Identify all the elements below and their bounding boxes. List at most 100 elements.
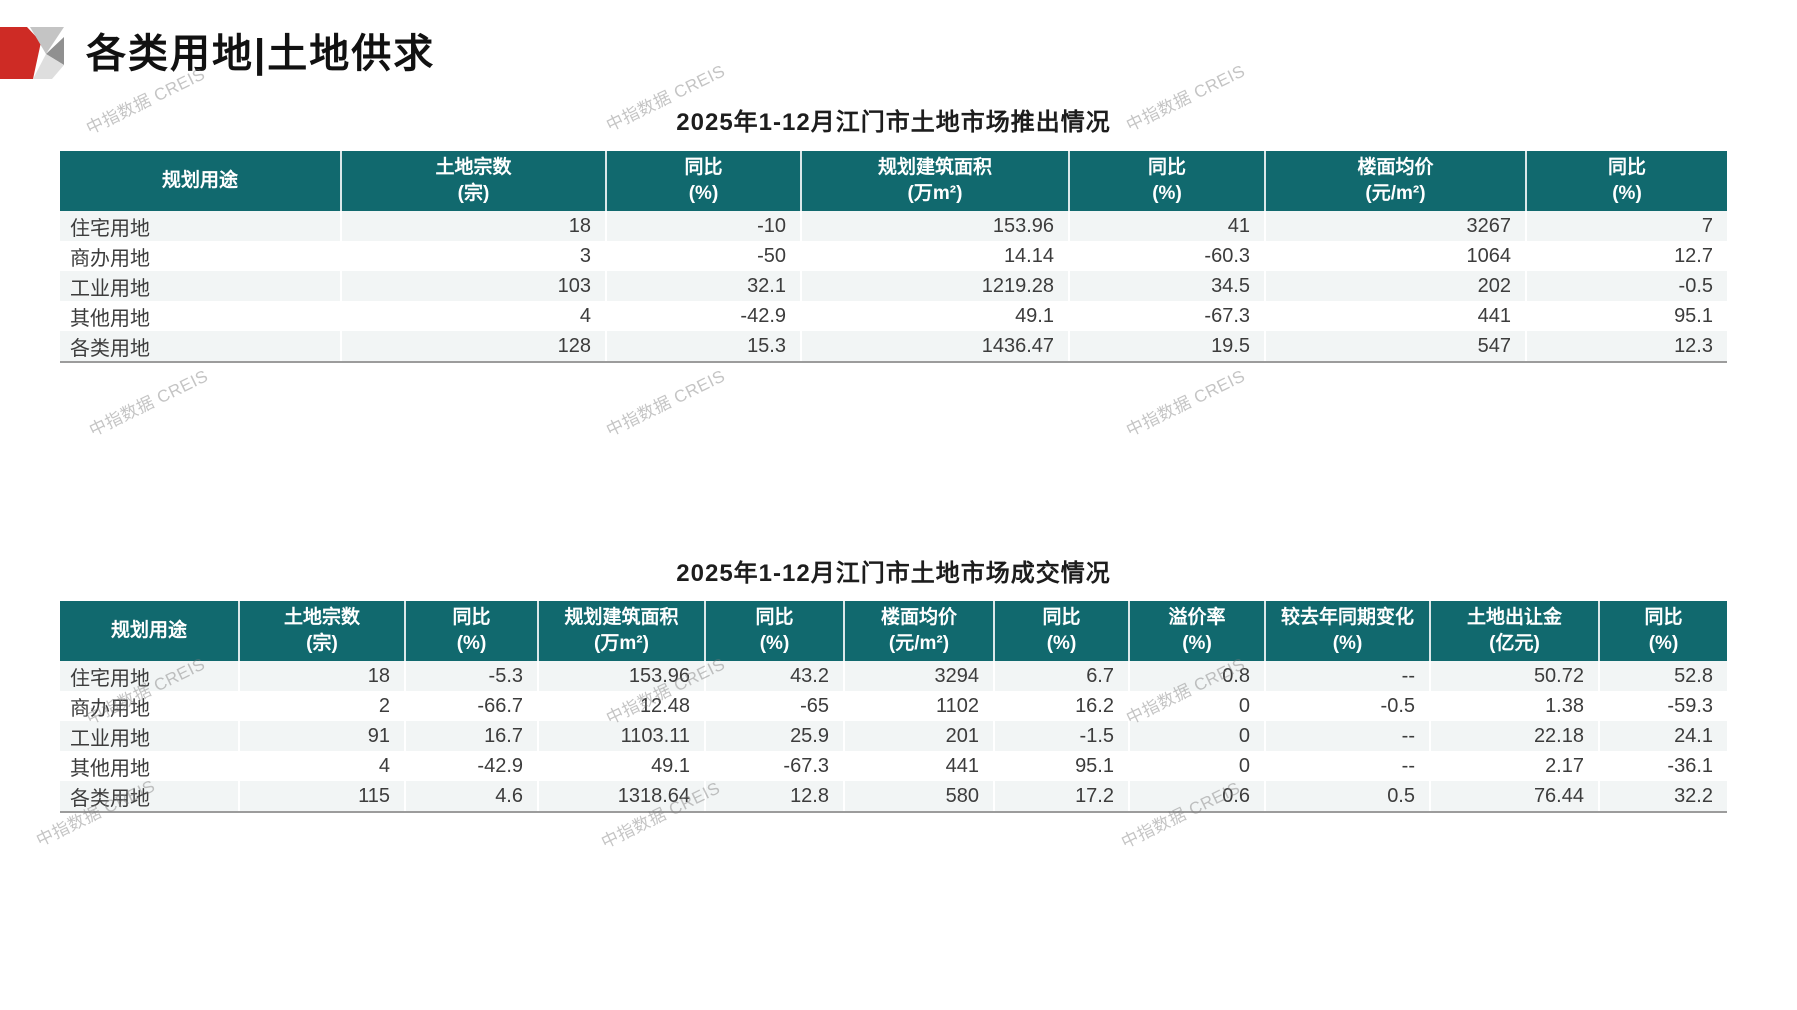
value-cell: 25.9 [706, 721, 845, 751]
header-cell: 同比 (%) [706, 601, 845, 661]
value-cell: 202 [1266, 271, 1527, 301]
value-cell: 43.2 [706, 661, 845, 691]
value-cell: -65 [706, 691, 845, 721]
value-cell: 12.3 [1674, 334, 1713, 357]
value-cell: 18 [342, 211, 607, 241]
value-cell: 1.38 [1431, 691, 1600, 721]
header-row: 规划用途 土地宗数 (宗) 同比 (%) 规划建筑面积 (万m²) 同比 (%) 楼面均… [60, 151, 1727, 211]
header-cell: 同比 (%) [607, 151, 802, 211]
value-cell: -59.3 [1667, 694, 1713, 717]
creis-logo-icon [0, 27, 64, 79]
value-cell: -36.1 [1667, 754, 1713, 777]
header-line2: (%) [1152, 183, 1182, 204]
value-cell: 52.8 [1674, 664, 1713, 687]
value-cell: -42.9 [406, 751, 539, 781]
supply-table-title: 2025年1-12月江门市土地市场推出情况 [676, 109, 1111, 136]
value-cell: 16.2 [995, 691, 1130, 721]
header-line1: 同比 [684, 157, 723, 178]
header-cell: 规划建筑面积 (万m²) [802, 151, 1070, 211]
header-line1: 同比 [1042, 607, 1081, 628]
value-cell: 1219.28 [802, 271, 1070, 301]
value-cell: 128 [342, 331, 607, 361]
header-line2: (万m²) [594, 633, 649, 654]
header-line2: (元/m²) [1365, 183, 1426, 204]
value-cell: -- [1266, 661, 1431, 691]
value-cell: 4 [342, 301, 607, 331]
supply-table-body: 住宅用地 18 -10 153.96 41 3267 7 商办用地 3 -50 … [60, 211, 1727, 361]
value-cell: 49.1 [802, 301, 1070, 331]
header-line2: (宗) [457, 183, 490, 204]
value-cell: 441 [1266, 301, 1527, 331]
value-cell: 1064 [1266, 241, 1527, 271]
header-line1: 土地宗数 [435, 157, 512, 178]
value-cell: 201 [845, 721, 995, 751]
row-label-cell: 工业用地 [60, 721, 240, 751]
header-line1: 同比 [1147, 157, 1186, 178]
page-title: 各类用地|土地供求 [86, 32, 436, 76]
header-line1: 土地出让金 [1466, 607, 1562, 628]
value-cell: 0 [1130, 721, 1266, 751]
header-line2: (元/m²) [888, 633, 950, 654]
value-cell: 32.1 [607, 271, 802, 301]
value-cell: 0.8 [1130, 661, 1266, 691]
header-line1: 楼面均价 [880, 607, 957, 628]
value-cell: -42.9 [607, 301, 802, 331]
value-cell: 7 [1701, 214, 1713, 237]
header-line2: (%) [1612, 183, 1642, 204]
table-row: 各类用地 115 4.6 1318.64 12.8 580 17.2 0.6 0… [60, 781, 1727, 811]
header-line1: 规划用途 [110, 620, 187, 641]
value-cell: 153.96 [802, 211, 1070, 241]
header-line2: (%) [1046, 633, 1077, 654]
header-line2: (%) [1332, 633, 1363, 654]
watermark-text: 中指数据 CREIS [1123, 366, 1249, 441]
value-cell: 3267 [1266, 211, 1527, 241]
header-line1: 同比 [1644, 607, 1683, 628]
value-cell: 12.8 [706, 781, 845, 811]
value-cell: 1436.47 [802, 331, 1070, 361]
header-line1: 同比 [452, 607, 491, 628]
header-row: 规划用途 土地宗数 (宗) 同比 (%) 规划建筑面积 (万m²) 同比 (%) 楼面均… [60, 601, 1727, 661]
header-line1: 溢价率 [1168, 607, 1226, 628]
value-cell: 91 [240, 721, 406, 751]
value-cell: -- [1266, 721, 1431, 751]
value-cell: -10 [607, 211, 802, 241]
value-cell: 6.7 [995, 661, 1130, 691]
value-cell: 4 [240, 751, 406, 781]
header-cell: 规划建筑面积 (万m²) [539, 601, 706, 661]
value-cell: 153.96 [539, 661, 706, 691]
table-row: 住宅用地 18 -5.3 153.96 43.2 3294 6.7 0.8 --… [60, 661, 1727, 691]
value-cell: 1103.11 [539, 721, 706, 751]
header-cell: 楼面均价 (元/m²) [1266, 151, 1527, 211]
header-line2: (%) [1182, 633, 1212, 654]
header-cell: 规划用途 [60, 601, 240, 661]
value-cell: 24.1 [1674, 724, 1713, 747]
header-line1: 楼面均价 [1357, 157, 1434, 178]
transaction-table-title: 2025年1-12月江门市土地市场成交情况 [676, 560, 1111, 587]
table-row: 工业用地 91 16.7 1103.11 25.9 201 -1.5 0 -- … [60, 721, 1727, 751]
supply-table: 规划用途 土地宗数 (宗) 同比 (%) 规划建筑面积 (万m²) 同比 (%) 楼面均… [60, 151, 1727, 363]
header-cell: 规划用途 [60, 151, 342, 211]
value-cell: 3294 [845, 661, 995, 691]
value-cell: 19.5 [1070, 331, 1266, 361]
header-cell: 较去年同期变化 (%) [1266, 601, 1431, 661]
value-cell: 34.5 [1070, 271, 1266, 301]
header-line2: (亿元) [1489, 633, 1540, 654]
value-cell: 115 [240, 781, 406, 811]
row-label-cell: 各类用地 [60, 331, 342, 361]
value-cell: 41 [1070, 211, 1266, 241]
row-label-cell: 住宅用地 [60, 661, 240, 691]
header-line2: (宗) [306, 633, 338, 654]
row-label-cell: 工业用地 [60, 271, 342, 301]
value-cell: 16.7 [406, 721, 539, 751]
header-cell: 同比 (%) [1527, 151, 1727, 211]
row-label-cell: 其他用地 [60, 301, 342, 331]
value-cell: 95.1 [1674, 304, 1713, 327]
header-line2: (万m²) [907, 183, 963, 204]
header-line2: (%) [688, 183, 719, 204]
table-row: 商办用地 3 -50 14.14 -60.3 1064 12.7 [60, 241, 1727, 271]
value-cell: 441 [845, 751, 995, 781]
table-row: 其他用地 4 -42.9 49.1 -67.3 441 95.1 0 -- 2.… [60, 751, 1727, 781]
header-line1: 同比 [755, 607, 794, 628]
header-line2: (%) [456, 633, 487, 654]
page-header: 各类用地|土地供求 [0, 0, 1797, 80]
